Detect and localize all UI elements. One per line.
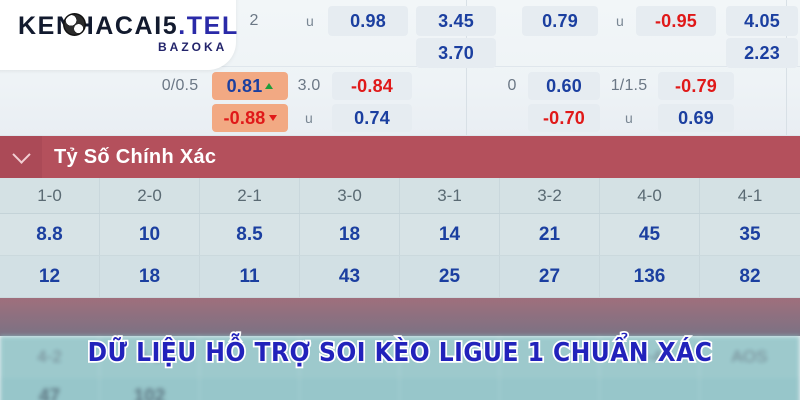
right-odd-b[interactable]: 2.23 — [726, 38, 798, 68]
score-header-cell[interactable]: 2-1 — [200, 178, 300, 213]
score-header-cell[interactable]: 1-0 — [0, 178, 100, 213]
panel-divider-right — [786, 0, 787, 136]
left-ou-under-label: u — [305, 110, 313, 126]
odds-bottom-divider — [0, 135, 800, 136]
section-separator-band — [0, 298, 800, 336]
left-handicap-line-row1: 2 — [249, 12, 259, 29]
logo-prefix: KE — [18, 12, 56, 40]
left-away-handicap-value: -0.88 — [223, 107, 266, 128]
lower-score-odds-row: 47 102 — [0, 378, 800, 400]
score-odds-row: 8.8 10 8.5 18 14 21 45 35 — [0, 214, 800, 256]
left-odd-a[interactable]: 3.45 — [416, 6, 496, 36]
right-ou-label-row1: u — [616, 13, 624, 29]
score-odds-cell[interactable]: 27 — [500, 256, 600, 297]
right-odd-a[interactable]: 4.05 — [726, 6, 798, 36]
right-ou-line: 1/1.5 — [610, 77, 648, 94]
left-ou-under-odd[interactable]: 0.74 — [332, 104, 412, 132]
score-header-cell[interactable]: 3-2 — [500, 178, 600, 213]
panel-divider — [466, 0, 467, 136]
lower-score-odds-cell[interactable] — [700, 378, 800, 400]
lower-score-header-cell[interactable]: 4-2 — [0, 336, 100, 378]
lower-score-header-cell[interactable] — [500, 336, 600, 378]
lower-score-header-row: 4-2 4-3 0-4 AOS — [0, 336, 800, 378]
right-handicap-line-row2: 0 — [507, 77, 517, 94]
score-header-cell[interactable]: 4-1 — [737, 185, 763, 205]
left-ou-odd-row1[interactable]: 0.98 — [328, 6, 408, 36]
score-header-cell[interactable]: 3-0 — [300, 178, 400, 213]
right-handicap-odd-row1[interactable]: 0.79 — [522, 6, 598, 36]
score-odds-cell[interactable]: 8.8 — [0, 214, 100, 255]
right-ou-under-label: u — [625, 110, 633, 126]
left-away-handicap-odd[interactable]: -0.88 — [212, 104, 288, 132]
score-odds-cell[interactable]: 8.5 — [200, 214, 300, 255]
overlay-banner-text: DỮ LIỆU HỖ TRỢ SOI KÈO LIGUE 1 CHUẨN XÁC — [86, 336, 714, 370]
chevron-glyph — [11, 144, 31, 164]
left-ou-line: 3.0 — [297, 77, 321, 94]
right-ou-under-odd[interactable]: 0.69 — [658, 104, 734, 132]
lower-score-header-cell[interactable] — [300, 336, 400, 378]
lower-score-odds-cell[interactable]: 102 — [100, 378, 200, 400]
score-odds-cell[interactable]: 14 — [400, 214, 500, 255]
left-odd-b[interactable]: 3.70 — [416, 38, 496, 68]
odds-row-divider — [0, 66, 800, 67]
lower-score-header-cell[interactable]: 4-3 — [100, 336, 200, 378]
lower-score-header-cell[interactable] — [200, 336, 300, 378]
lower-score-odds-cell[interactable] — [200, 378, 300, 400]
score-odds-cell[interactable]: 18 — [100, 256, 200, 297]
lower-score-odds-cell[interactable] — [600, 378, 700, 400]
lower-score-odds-cell[interactable]: 47 — [0, 378, 100, 400]
lower-score-header-cell[interactable]: 0-4 — [600, 336, 700, 378]
logo-tld: .TEL — [178, 12, 239, 40]
score-odds-cell[interactable]: 18 — [300, 214, 400, 255]
score-header-cell[interactable]: 2-0 — [100, 178, 200, 213]
score-header-cell[interactable]: 4-0 — [600, 178, 700, 213]
score-odds-cell[interactable]: 45 — [600, 214, 700, 255]
trend-down-icon — [268, 115, 277, 121]
right-away-handicap-odd[interactable]: -0.70 — [528, 104, 600, 132]
left-ou-label-row1: u — [306, 13, 314, 29]
lower-score-odds-cell[interactable] — [500, 378, 600, 400]
section-title: Tỷ Số Chính Xác — [54, 145, 217, 168]
left-home-handicap-odd[interactable]: 0.81 — [212, 72, 288, 100]
score-odds-cell[interactable]: 35 — [739, 223, 761, 245]
right-ou-over-odd[interactable]: -0.79 — [658, 72, 734, 100]
lower-score-odds-cell[interactable] — [300, 378, 400, 400]
lower-score-odds-cell[interactable] — [400, 378, 500, 400]
left-ou-over-odd[interactable]: -0.84 — [332, 72, 412, 100]
correct-score-table: 1-0 2-0 2-1 3-0 3-1 3-2 4-0 4-1 8.8 10 8… — [0, 178, 800, 400]
score-odds-cell[interactable]: 11 — [200, 256, 300, 297]
score-odds-cell[interactable]: 12 — [0, 256, 100, 297]
trend-up-icon — [265, 83, 274, 89]
score-odds-cell[interactable]: 10 — [100, 214, 200, 255]
right-ou-odd-row1[interactable]: -0.95 — [636, 6, 716, 36]
chevron-down-icon[interactable] — [0, 136, 42, 178]
left-home-handicap-value: 0.81 — [226, 75, 263, 96]
score-odds-row: 12 18 11 43 25 27 136 82 — [0, 256, 800, 298]
logo-wordmark: KENHACAI5.TEL — [18, 12, 239, 41]
lower-score-header-cell[interactable] — [400, 336, 500, 378]
score-odds-cell[interactable]: 25 — [400, 256, 500, 297]
score-odds-cell[interactable]: 43 — [300, 256, 400, 297]
score-odds-cell[interactable]: 21 — [500, 214, 600, 255]
score-header-row: 1-0 2-0 2-1 3-0 3-1 3-2 4-0 4-1 — [0, 178, 800, 214]
odds-board: 2 u 0.98 3.45 3.70 0/0.5 0.81 -0.88 3.0 … — [0, 0, 800, 136]
score-header-cell[interactable]: 3-1 — [400, 178, 500, 213]
left-handicap-line-row2: 0/0.5 — [161, 77, 199, 94]
logo-subtitle: BAZOKA — [158, 40, 228, 54]
site-logo[interactable]: KENHACAI5.TEL BAZOKA — [0, 0, 239, 70]
score-odds-cell[interactable]: 136 — [600, 256, 700, 297]
section-header-correct-score[interactable]: Tỷ Số Chính Xác — [0, 136, 800, 178]
right-home-handicap-odd[interactable]: 0.60 — [528, 72, 600, 100]
lower-score-table: 4-2 4-3 0-4 AOS 47 102 — [0, 336, 800, 400]
score-odds-cell[interactable]: 82 — [739, 265, 761, 287]
football-icon — [63, 13, 86, 36]
